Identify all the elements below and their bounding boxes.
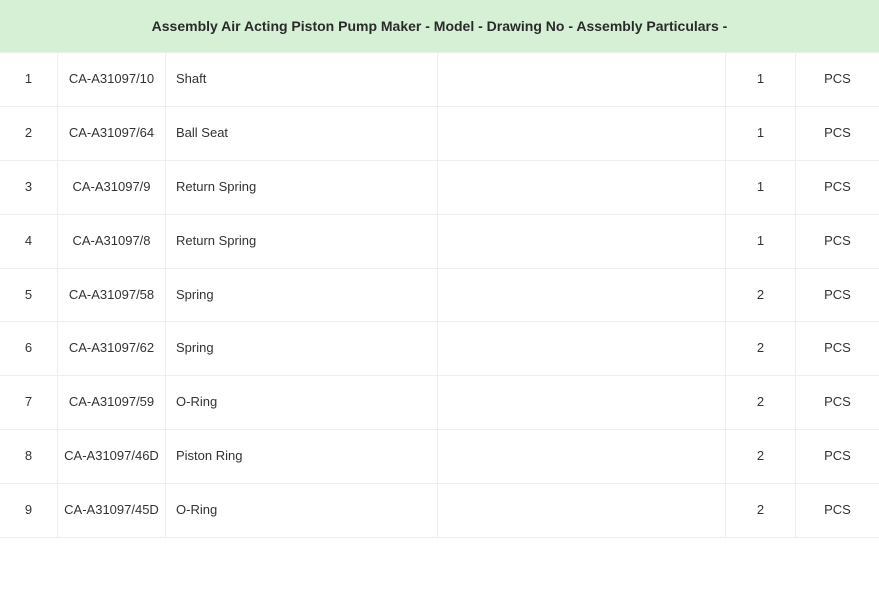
cell-blank bbox=[438, 322, 726, 375]
cell-unit: PCS bbox=[796, 322, 879, 375]
cell-blank bbox=[438, 430, 726, 483]
cell-qty: 2 bbox=[726, 484, 796, 537]
cell-code: CA-A31097/9 bbox=[58, 161, 166, 214]
cell-index: 7 bbox=[0, 376, 58, 429]
cell-index: 9 bbox=[0, 484, 58, 537]
cell-qty: 1 bbox=[726, 107, 796, 160]
cell-unit: PCS bbox=[796, 484, 879, 537]
cell-blank bbox=[438, 161, 726, 214]
cell-index: 6 bbox=[0, 322, 58, 375]
cell-blank bbox=[438, 269, 726, 322]
table-row: 3CA-A31097/9Return Spring 1PCS bbox=[0, 161, 879, 215]
cell-index: 3 bbox=[0, 161, 58, 214]
table-row: 5CA-A31097/58Spring 2PCS bbox=[0, 269, 879, 323]
cell-name: Ball Seat bbox=[166, 107, 438, 160]
cell-code: CA-A31097/8 bbox=[58, 215, 166, 268]
cell-name: Piston Ring bbox=[166, 430, 438, 483]
cell-index: 1 bbox=[0, 53, 58, 106]
cell-unit: PCS bbox=[796, 161, 879, 214]
cell-name: O-Ring bbox=[166, 484, 438, 537]
cell-code: CA-A31097/62 bbox=[58, 322, 166, 375]
table-row: 8CA-A31097/46DPiston Ring 2PCS bbox=[0, 430, 879, 484]
cell-qty: 1 bbox=[726, 53, 796, 106]
cell-code: CA-A31097/58 bbox=[58, 269, 166, 322]
cell-code: CA-A31097/64 bbox=[58, 107, 166, 160]
cell-qty: 2 bbox=[726, 430, 796, 483]
cell-index: 5 bbox=[0, 269, 58, 322]
table-row: 4CA-A31097/8Return Spring 1PCS bbox=[0, 215, 879, 269]
cell-qty: 1 bbox=[726, 215, 796, 268]
cell-unit: PCS bbox=[796, 53, 879, 106]
cell-index: 4 bbox=[0, 215, 58, 268]
assembly-table: Assembly Air Acting Piston Pump Maker - … bbox=[0, 0, 879, 538]
cell-code: CA-A31097/59 bbox=[58, 376, 166, 429]
table-row: 2CA-A31097/64Ball Seat 1PCS bbox=[0, 107, 879, 161]
cell-name: Return Spring bbox=[166, 161, 438, 214]
cell-name: O-Ring bbox=[166, 376, 438, 429]
cell-name: Return Spring bbox=[166, 215, 438, 268]
cell-unit: PCS bbox=[796, 376, 879, 429]
table-body: 1CA-A31097/10Shaft1PCS2CA-A31097/64Ball … bbox=[0, 53, 879, 538]
table-row: 7CA-A31097/59O-Ring 2PCS bbox=[0, 376, 879, 430]
cell-code: CA-A31097/46D bbox=[58, 430, 166, 483]
cell-unit: PCS bbox=[796, 107, 879, 160]
cell-blank bbox=[438, 484, 726, 537]
cell-qty: 2 bbox=[726, 376, 796, 429]
cell-code: CA-A31097/45D bbox=[58, 484, 166, 537]
cell-blank bbox=[438, 53, 726, 106]
cell-qty: 2 bbox=[726, 269, 796, 322]
cell-qty: 1 bbox=[726, 161, 796, 214]
cell-index: 2 bbox=[0, 107, 58, 160]
cell-unit: PCS bbox=[796, 215, 879, 268]
cell-code: CA-A31097/10 bbox=[58, 53, 166, 106]
cell-blank bbox=[438, 215, 726, 268]
cell-index: 8 bbox=[0, 430, 58, 483]
cell-blank bbox=[438, 376, 726, 429]
table-row: 6CA-A31097/62Spring 2PCS bbox=[0, 322, 879, 376]
cell-name: Spring bbox=[166, 269, 438, 322]
cell-qty: 2 bbox=[726, 322, 796, 375]
cell-name: Shaft bbox=[166, 53, 438, 106]
table-header: Assembly Air Acting Piston Pump Maker - … bbox=[0, 0, 879, 53]
cell-blank bbox=[438, 107, 726, 160]
table-row: 1CA-A31097/10Shaft1PCS bbox=[0, 53, 879, 107]
cell-unit: PCS bbox=[796, 430, 879, 483]
cell-unit: PCS bbox=[796, 269, 879, 322]
cell-name: Spring bbox=[166, 322, 438, 375]
table-row: 9CA-A31097/45DO-Ring 2PCS bbox=[0, 484, 879, 538]
